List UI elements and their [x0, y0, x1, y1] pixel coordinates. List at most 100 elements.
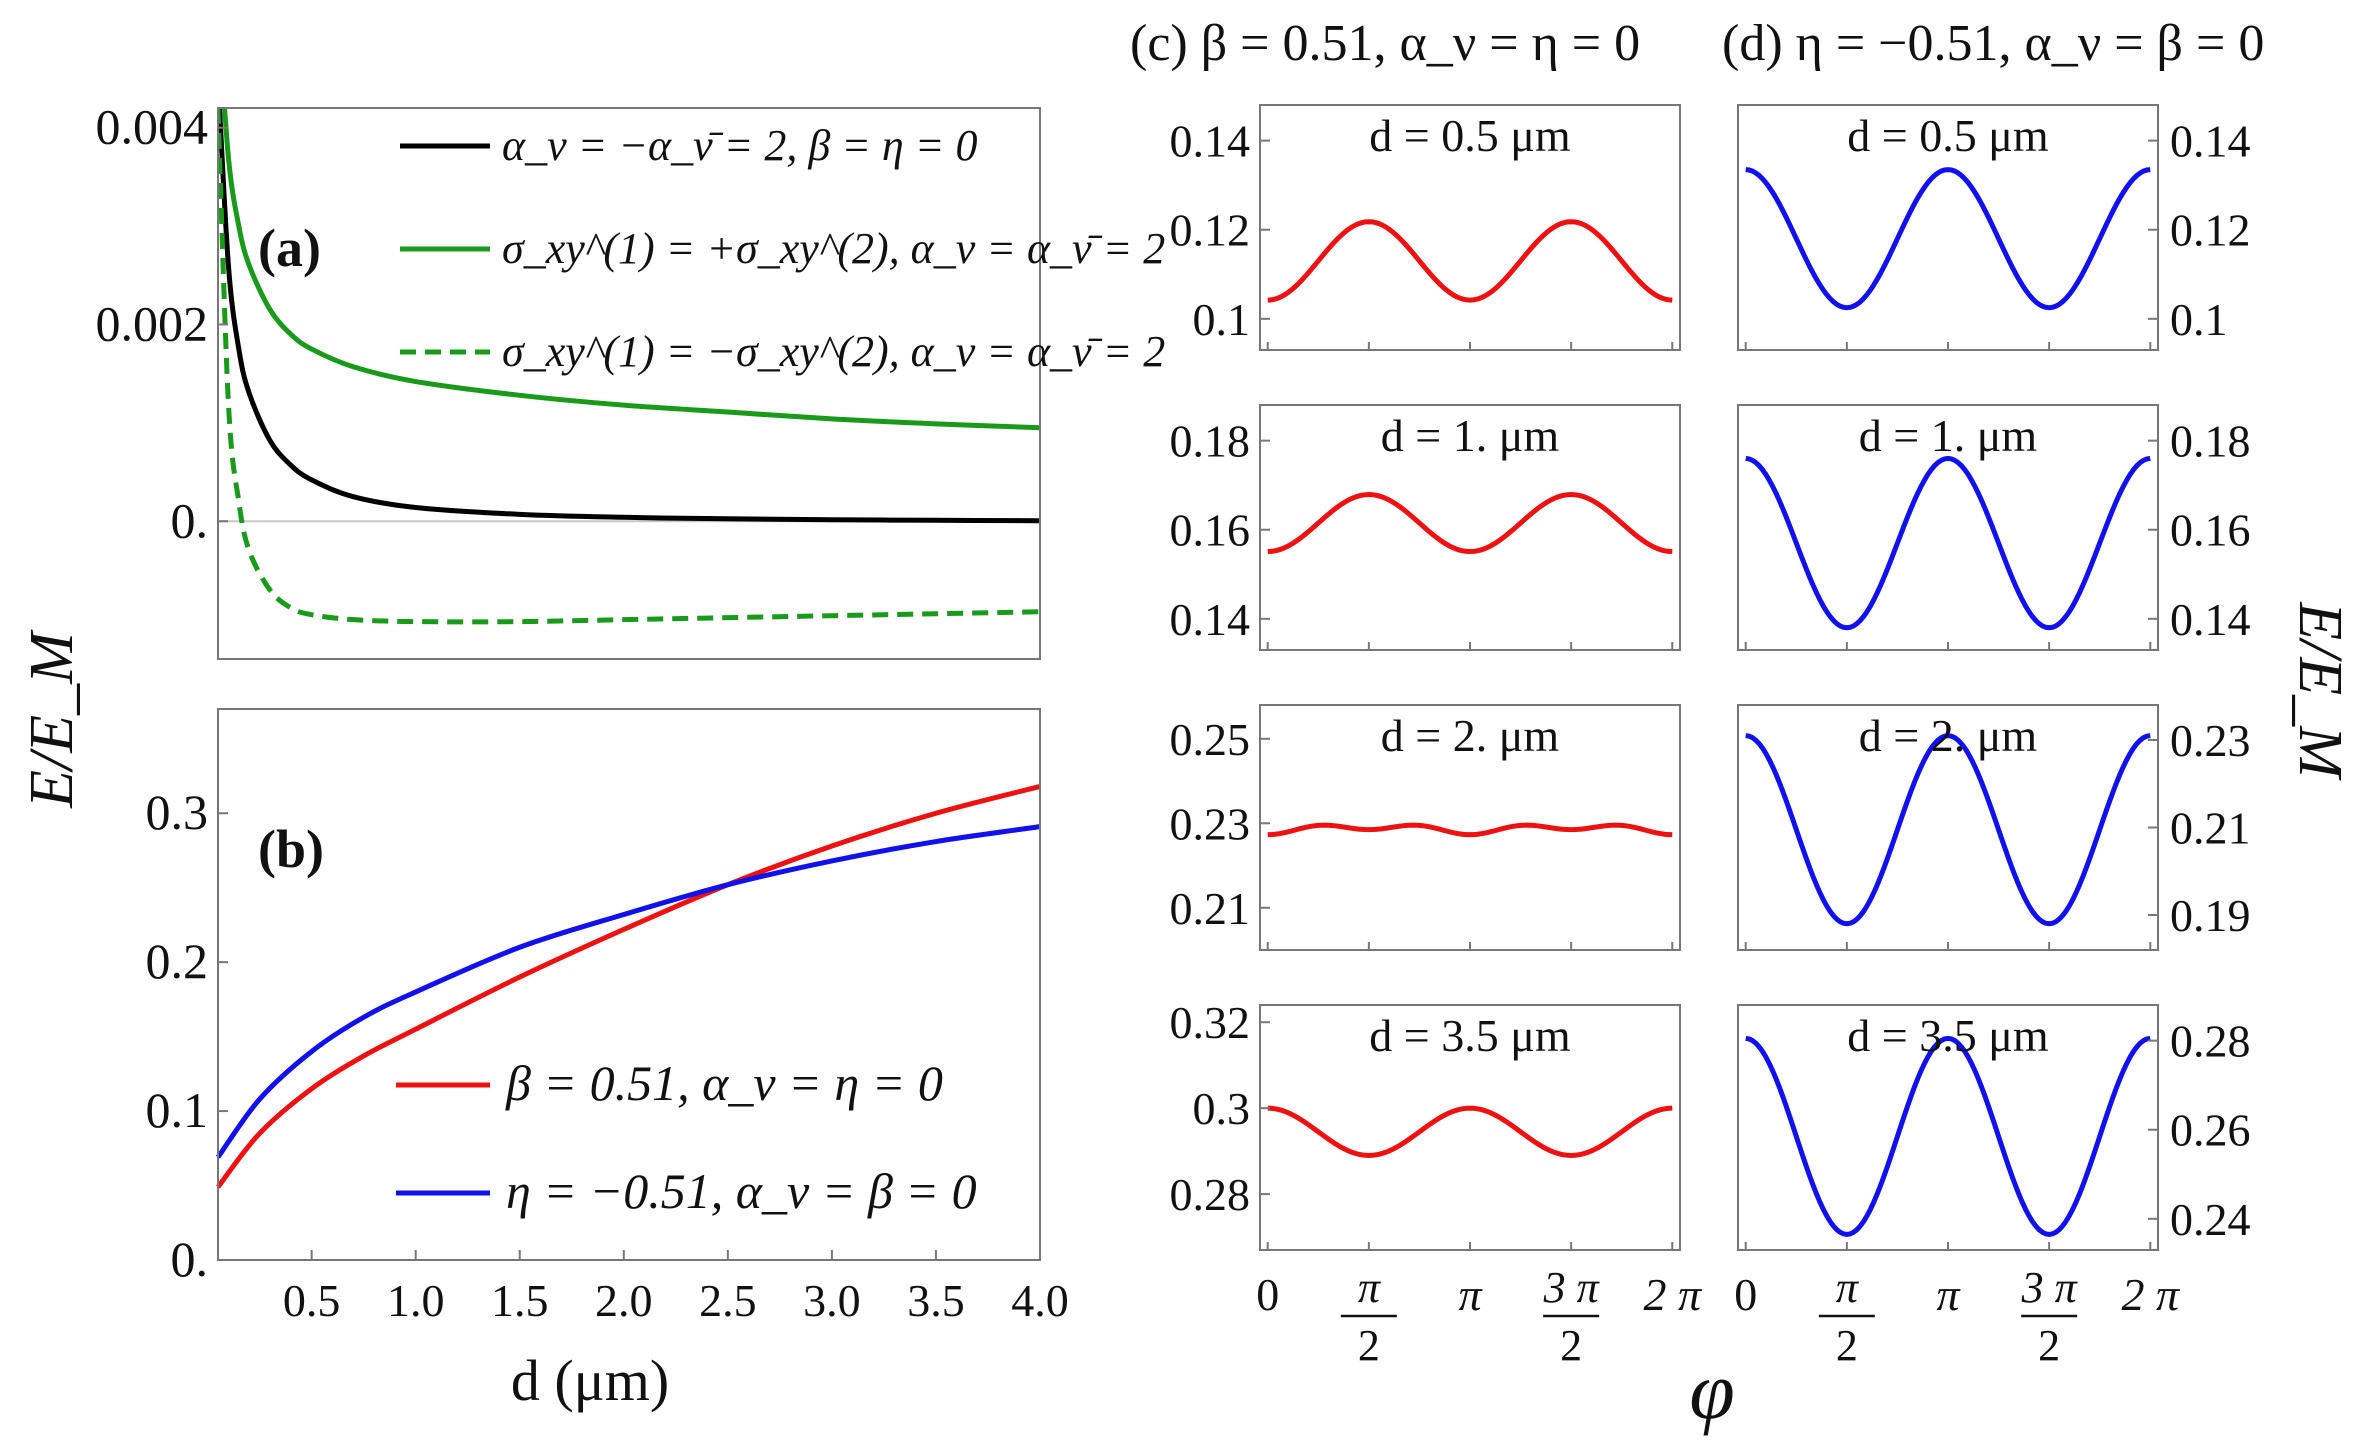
panel-c-d-label: d = 2. μm: [1381, 710, 1560, 761]
tick-numerator: 3 π: [2021, 1263, 2079, 1312]
panel-c-x-tick-label: 2 π: [1644, 1269, 1704, 1320]
tick-denominator: 2: [1836, 1321, 1858, 1370]
panel-a-y-ticks: 0. 0.002 0.004: [96, 99, 228, 548]
tick-value: 0: [1256, 1269, 1279, 1320]
panel-b-series-red-line: [216, 784, 1041, 1189]
panel-c-y-tick-label: 0.25: [1170, 714, 1251, 765]
panel-c-y-tick-label: 0.16: [1170, 505, 1251, 556]
panel-b-y-tick-label: 0.3: [146, 784, 209, 840]
panel-b-x-tick-label: 3.0: [803, 1275, 861, 1326]
panel-b-x-ticks: 0.5 1.0 1.5 2.0 2.5 3.0 3.5 4.0: [283, 1250, 1069, 1326]
panel-c-curve: [1267, 1105, 1673, 1158]
panel-a-series-green-line: [222, 108, 1040, 431]
panel-d-d-label: d = 0.5 μm: [1847, 110, 2049, 161]
panel-d-x-tick-label: 3 π2: [2021, 1263, 2079, 1370]
panel-a-series-green-dashed-line: [218, 108, 1040, 625]
right-x-axis-label: φ: [1689, 1345, 1734, 1436]
panel-c-x-tick-label: π2: [1340, 1263, 1397, 1370]
panel-d-y-tick-label: 0.23: [2170, 715, 2251, 766]
panel-d-y-tick-label: 0.21: [2170, 803, 2251, 854]
panel-c-y-tick-label: 0.12: [1170, 205, 1251, 256]
panel-c-subplot: d = 2. μm 0.21 0.23 0.25: [1170, 704, 1681, 951]
panel-b-x-tick-label: 4.0: [1011, 1275, 1069, 1326]
panel-d-y-tick-label: 0.28: [2170, 1016, 2251, 1067]
tick-denominator: 2: [2038, 1321, 2060, 1370]
panel-c-x-tick-label: 3 π2: [1543, 1263, 1601, 1370]
panel-b-plot-area: [215, 784, 1041, 1189]
legend-label-red: β = 0.51, α_ν = η = 0: [505, 1055, 943, 1111]
tick-numerator: π: [1358, 1263, 1382, 1312]
panel-d-curve: [1745, 1035, 2151, 1237]
panel-b-y-tick-label: 0.: [171, 1231, 209, 1287]
panel-a-y-tick-label: 0.002: [96, 295, 209, 351]
panel-c-d-label: d = 1. μm: [1381, 410, 1560, 461]
panel-b-x-tick-label: 3.5: [907, 1275, 965, 1326]
panel-b: 0. 0.1 0.2 0.3 0.5 1.0 1.5 2.0 2.5 3.0 3.5 4.0 (b)…: [146, 708, 1069, 1326]
panel-c-subplot: d = 3.5 μm0.280.30.320 π2π 3 π22 π: [1170, 997, 1704, 1370]
panel-d-y-tick-label: 0.1: [2170, 294, 2228, 345]
panel-b-label: (b): [258, 819, 324, 879]
panel-b-x-tick-label: 1.0: [387, 1275, 445, 1326]
panel-d-title: (d) η = −0.51, α_ν = β = 0: [1722, 15, 2264, 72]
panel-d-curve: [1745, 455, 2151, 631]
panel-d-subplot: d = 2. μm 0.19 0.21 0.23: [1737, 704, 2251, 951]
panel-c-curve: [1267, 492, 1673, 555]
panel-c-y-tick-label: 0.14: [1170, 594, 1251, 645]
panel-b-x-tick-label: 1.5: [491, 1275, 549, 1326]
tick-numerator: 3 π: [1543, 1263, 1601, 1312]
panel-c-x-tick-label: 0: [1256, 1269, 1279, 1320]
panel-d-d-label: d = 1. μm: [1859, 410, 2038, 461]
panel-d-x-tick-label: π: [1936, 1269, 1961, 1320]
panel-d-curve: [1745, 733, 2151, 927]
panel-d-y-tick-label: 0.14: [2170, 116, 2251, 167]
panel-d-y-tick-label: 0.24: [2170, 1194, 2251, 1245]
tick-denominator: 2: [1560, 1321, 1582, 1370]
panel-a-label: (a): [258, 218, 321, 278]
panel-d-subplot: d = 1. μm 0.14 0.16 0.18: [1737, 404, 2251, 651]
panel-c-curve: [1267, 822, 1673, 838]
panel-d-x-tick-label: π2: [1818, 1263, 1875, 1370]
tick-value: 2 π: [1644, 1269, 1704, 1320]
panel-d-y-tick-label: 0.19: [2170, 890, 2251, 941]
tick-value: 0: [1734, 1269, 1757, 1320]
panel-c-title: (c) β = 0.51, α_ν = η = 0: [1130, 15, 1640, 72]
panel-c-y-tick-label: 0.21: [1170, 883, 1251, 934]
panel-b-y-tick-label: 0.2: [146, 933, 209, 989]
panel-c-y-tick-label: 0.32: [1170, 997, 1251, 1048]
panel-b-y-tick-label: 0.1: [146, 1082, 209, 1138]
legend-label-blue: η = −0.51, α_ν = β = 0: [506, 1163, 977, 1219]
panel-d-x-tick-label: 0: [1734, 1269, 1757, 1320]
panel-d-y-tick-label: 0.14: [2170, 594, 2251, 645]
panel-c-y-tick-label: 0.3: [1193, 1083, 1251, 1134]
panel-c-y-tick-label: 0.28: [1170, 1169, 1251, 1220]
panel-c-curve: [1267, 219, 1673, 303]
panel-b-series-blue-line: [215, 824, 1041, 1159]
panel-d-y-tick-label: 0.16: [2170, 505, 2251, 556]
panel-c-d-label: d = 3.5 μm: [1369, 1010, 1571, 1061]
panel-b-x-tick-label: 2.5: [699, 1275, 757, 1326]
panel-b-x-tick-label: 0.5: [283, 1275, 341, 1326]
panel-c-subplot: d = 1. μm 0.14 0.16 0.18: [1170, 404, 1681, 651]
panel-a-plot-area: [218, 108, 1040, 625]
legend-label-green: σ_xy^(1) = +σ_xy^(2), α_ν = α_ν̄ = 2: [502, 224, 1165, 273]
panel-b-x-tick-label: 2.0: [595, 1275, 653, 1326]
panel-d-d-label: d = 2. μm: [1859, 710, 2038, 761]
panel-d-curve: [1745, 167, 2151, 311]
panel-d-y-tick-label: 0.18: [2170, 416, 2251, 467]
panel-d-x-tick-label: 2 π: [2122, 1269, 2182, 1320]
panel-c-y-tick-label: 0.23: [1170, 798, 1251, 849]
tick-value: 2 π: [2122, 1269, 2182, 1320]
tick-numerator: π: [1836, 1263, 1860, 1312]
panel-d-subplot: d = 3.5 μm0.240.260.280 π2π 3 π22 π: [1734, 1004, 2251, 1370]
panel-b-frame: [217, 708, 1041, 1261]
tick-value: π: [1458, 1269, 1483, 1320]
panel-b-legend: β = 0.51, α_ν = η = 0 η = −0.51, α_ν = β…: [396, 1055, 977, 1219]
panel-c-subplot: d = 0.5 μm 0.1 0.12 0.14: [1170, 104, 1681, 351]
panel-c-y-tick-label: 0.1: [1193, 294, 1251, 345]
panel-b-y-ticks: 0. 0.1 0.2 0.3: [146, 784, 228, 1287]
right-y-axis-label: E/E_M: [2286, 601, 2354, 781]
panel-a-series-black-line: [218, 108, 1040, 524]
panel-c-d-label: d = 0.5 μm: [1369, 110, 1571, 161]
legend-label-black: α_ν = −α_ν̄ = 2, β = η = 0: [502, 121, 977, 170]
